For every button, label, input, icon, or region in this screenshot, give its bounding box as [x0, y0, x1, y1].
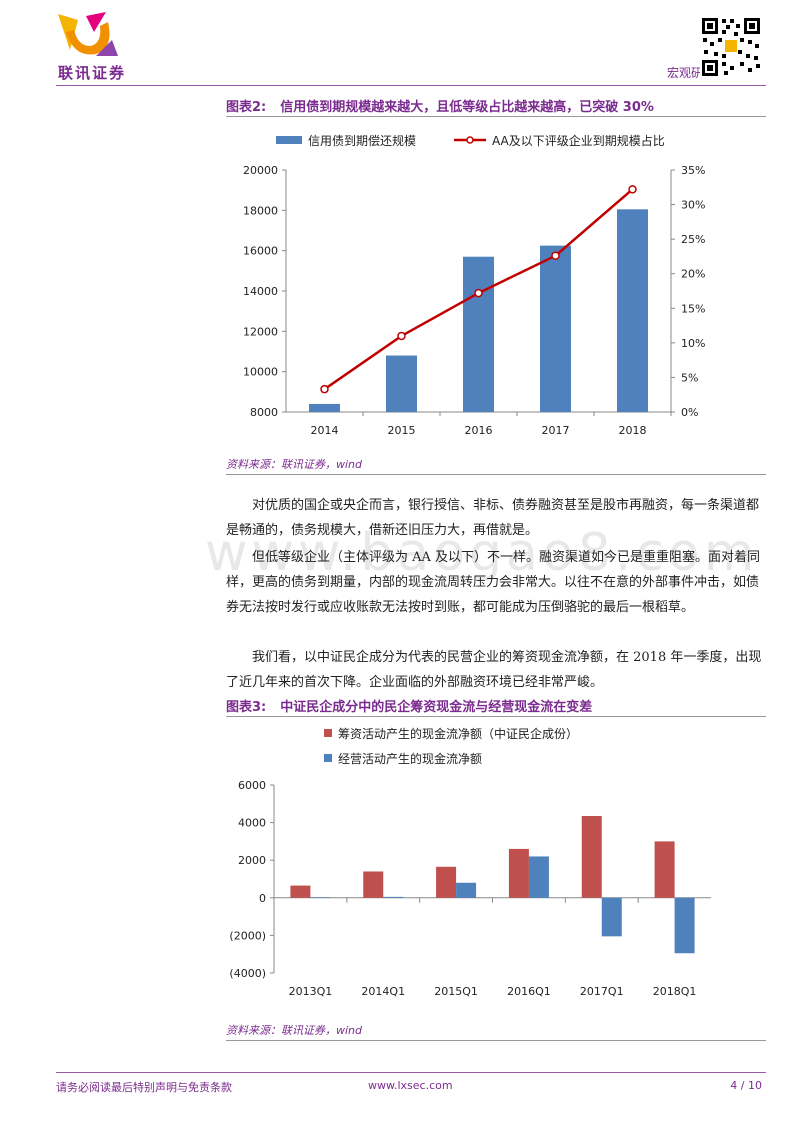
bar-2015 — [386, 355, 417, 412]
figure3-title: 图表3: 中证民企成分中的民企筹资现金流与经营现金流在变差 — [226, 696, 592, 715]
right-tick-label: 20% — [681, 268, 705, 281]
footer-disclaimer: 请务必阅读最后特别声明与免责条款 — [56, 1081, 232, 1094]
bar-financing-2014Q1 — [363, 871, 384, 898]
right-tick-label: 0% — [681, 406, 698, 419]
bar-financing-2013Q1 — [290, 885, 311, 898]
line-point-2018 — [628, 185, 637, 194]
bar-2018 — [617, 209, 648, 412]
figure3-label: 图表3: — [226, 700, 267, 715]
bar-operating-2013Q1 — [310, 897, 331, 898]
y-tick-label: 4000 — [238, 817, 266, 830]
bar-operating-2017Q1 — [601, 897, 622, 937]
figure2-label: 图表2: — [226, 100, 267, 115]
left-tick-label: 12000 — [243, 325, 278, 338]
right-tick-label: 35% — [681, 164, 705, 177]
x-tick-label: 2018 — [619, 424, 647, 437]
right-tick-label: 25% — [681, 233, 705, 246]
bar-operating-2016Q1 — [528, 856, 549, 898]
footer-page-number: 4 / 10 — [730, 1079, 762, 1092]
paragraph-1: 对优质的国企或央企而言，银行授信、非标、债券融资甚至是股市再融资，每一条渠道都是… — [226, 498, 760, 538]
bar-2016 — [463, 256, 494, 412]
figure3-title-rule — [226, 716, 766, 717]
left-tick-label: 8000 — [250, 406, 278, 419]
figure2-title-rule — [226, 116, 766, 117]
left-tick-label: 18000 — [243, 204, 278, 217]
bar-financing-2016Q1 — [508, 848, 529, 898]
y-tick-label: 2000 — [238, 854, 266, 867]
legend-s1-label: 筹资活动产生的现金流净额（中证民企成份） — [338, 726, 578, 741]
bar-financing-2017Q1 — [581, 816, 602, 898]
logo-text: 联讯证券 — [58, 64, 127, 82]
x-tick-label: 2015 — [388, 424, 416, 437]
right-tick-label: 5% — [681, 371, 698, 384]
figure3-source: 资料来源：联讯证券，wind — [226, 1024, 363, 1037]
line-point-2014 — [320, 384, 329, 394]
line-point-2017 — [551, 251, 560, 260]
left-tick-label: 10000 — [243, 366, 278, 379]
x-tick-label: 2016 — [465, 424, 493, 437]
left-tick-label: 20000 — [243, 164, 278, 177]
company-logo — [58, 12, 118, 56]
right-tick-label: 30% — [681, 199, 705, 212]
header-divider — [56, 85, 766, 86]
bar-financing-2015Q1 — [436, 866, 457, 898]
bar-2017 — [540, 245, 571, 412]
legend-s2-swatch — [324, 754, 332, 762]
x-tick-label: 2018Q1 — [653, 985, 697, 998]
footer-divider — [56, 1072, 766, 1073]
bar-2014 — [309, 403, 340, 412]
legend-line-label: AA及以下评级企业到期规模占比 — [492, 133, 665, 148]
legend-line-marker — [466, 136, 474, 144]
figure3-title-text: 中证民企成分中的民企筹资现金流与经营现金流在变差 — [280, 700, 593, 715]
bar-operating-2014Q1 — [383, 896, 404, 898]
x-tick-label: 2014 — [311, 424, 339, 437]
figure2-title-text: 信用债到期规模越来越大，且低等级占比越来越高，已突破 30% — [280, 100, 654, 115]
x-tick-label: 2017 — [542, 424, 570, 437]
legend-s2-label: 经营活动产生的现金流净额 — [338, 751, 482, 766]
x-tick-label: 2016Q1 — [507, 985, 551, 998]
y-tick-label: 0 — [259, 892, 266, 905]
line-point-2015 — [397, 331, 406, 341]
x-tick-label: 2015Q1 — [434, 985, 478, 998]
figure2-bottom-rule — [226, 474, 766, 475]
footer-url[interactable]: www.lxsec.com — [368, 1079, 453, 1092]
legend-bar-label: 信用债到期偿还规模 — [308, 133, 416, 148]
x-tick-label: 2014Q1 — [361, 985, 405, 998]
paragraph-2: 但低等级企业（主体评级为 AA 及以下）不一样。融资渠道如今已是重重阻塞。面对着… — [226, 550, 761, 615]
paragraph-3: 我们看，以中证民企成分为代表的民营企业的筹资现金流净额，在 2018 年一季度，… — [226, 650, 762, 690]
y-tick-label: (4000) — [229, 967, 266, 980]
x-tick-label: 2013Q1 — [289, 985, 333, 998]
legend-bar-swatch — [276, 136, 302, 144]
left-tick-label: 14000 — [243, 285, 278, 298]
y-tick-label: (2000) — [229, 929, 266, 942]
figure3-chart: 筹资活动产生的现金流净额（中证民企成份） 经营活动产生的现金流净额 (4000) (2… — [229, 726, 711, 998]
legend-s1-swatch — [324, 729, 332, 737]
line-point-2016 — [474, 288, 483, 298]
left-tick-label: 16000 — [243, 245, 278, 258]
y-tick-label: 6000 — [238, 779, 266, 792]
right-tick-label: 10% — [681, 337, 705, 350]
right-tick-label: 15% — [681, 302, 705, 315]
figure2-source: 资料来源：联讯证券，wind — [226, 458, 363, 471]
bar-operating-2018Q1 — [674, 897, 695, 954]
watermark: www.baogao8.com — [205, 523, 759, 583]
figure2-title: 图表2: 信用债到期规模越来越大，且低等级占比越来越高，已突破 30% — [226, 96, 654, 115]
figure3-bottom-rule — [226, 1040, 766, 1041]
bar-financing-2018Q1 — [654, 841, 675, 898]
qr-code — [700, 16, 762, 78]
x-tick-label: 2017Q1 — [580, 985, 624, 998]
figure2-chart: 信用债到期偿还规模 AA及以下评级企业到期规模占比 8000 10000 12000 14… — [243, 133, 705, 437]
bar-operating-2015Q1 — [456, 882, 477, 898]
